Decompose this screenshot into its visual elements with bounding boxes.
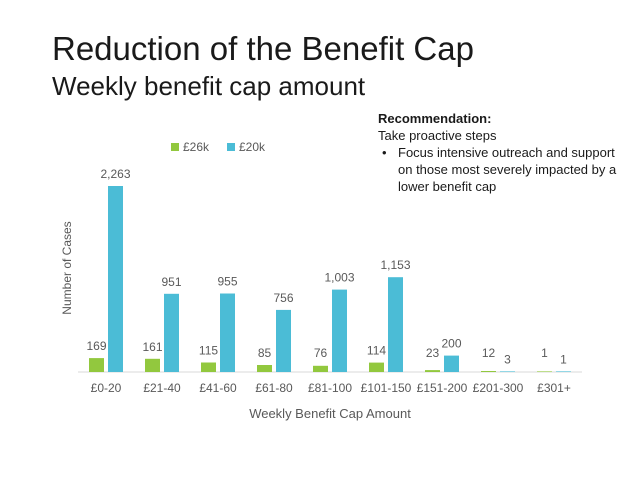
legend-label-26k: £26k	[183, 140, 210, 154]
x-tick-label-0: £0-20	[91, 381, 122, 395]
x-tick-label-6: £151-200	[417, 381, 468, 395]
bar-20k-1	[164, 293, 179, 372]
bar-20k-3	[276, 309, 291, 372]
data-label-20k-5: 1,153	[380, 258, 410, 272]
bar-20k-6	[444, 355, 459, 372]
bar-20k-2	[220, 293, 235, 372]
data-label-26k-0: 169	[86, 339, 106, 353]
x-axis-title: Weekly Benefit Cap Amount	[249, 406, 411, 421]
data-label-26k-3: 85	[258, 346, 272, 360]
data-label-20k-1: 951	[161, 275, 181, 289]
data-label-26k-4: 76	[314, 346, 328, 360]
bar-26k-5	[369, 362, 384, 372]
bar-20k-4	[332, 289, 347, 372]
bar-20k-7	[500, 371, 515, 372]
legend-swatch-26k	[171, 143, 179, 151]
bar-20k-8	[556, 371, 571, 372]
x-tick-label-5: £101-150	[361, 381, 412, 395]
data-labels-group: 169 2,263 161 951 115 955 85 756 76 1,003 114 1,153…	[86, 167, 567, 366]
bar-20k-5	[388, 277, 403, 372]
bar-26k-2	[201, 362, 216, 372]
bar-26k-1	[145, 358, 160, 372]
data-label-20k-2: 955	[217, 275, 237, 289]
x-tick-label-1: £21-40	[143, 381, 181, 395]
data-label-20k-3: 756	[273, 291, 293, 305]
x-tick-label-7: £201-300	[473, 381, 524, 395]
data-label-20k-7: 3	[504, 352, 511, 366]
slide-subtitle: Weekly benefit cap amount	[52, 71, 366, 101]
data-label-26k-7: 12	[482, 346, 496, 360]
bar-26k-0	[89, 358, 104, 372]
legend: £26k £20k	[171, 140, 266, 154]
data-label-20k-8: 1	[560, 352, 567, 366]
bar-26k-8	[537, 371, 552, 372]
bar-26k-7	[481, 371, 496, 372]
bar-26k-6	[425, 370, 440, 372]
data-label-26k-8: 1	[541, 346, 548, 360]
recommendation-box: Recommendation: Take proactive steps Foc…	[378, 110, 618, 195]
data-label-26k-1: 161	[142, 340, 162, 354]
bar-20k-0	[108, 186, 123, 372]
x-tick-label-3: £61-80	[255, 381, 293, 395]
legend-swatch-20k	[227, 143, 235, 151]
data-label-20k-6: 200	[441, 337, 461, 351]
x-tick-label-2: £41-60	[199, 381, 237, 395]
slide-title: Reduction of the Benefit Cap	[52, 30, 474, 67]
bar-26k-4	[313, 365, 328, 372]
y-axis-title: Number of Cases	[60, 221, 74, 314]
recommendation-intro: Take proactive steps	[378, 128, 497, 143]
bar-26k-3	[257, 365, 272, 372]
data-label-26k-5: 114	[367, 344, 386, 358]
x-tick-labels: £0-20 £21-40 £41-60 £61-80 £81-100 £101-150 £1…	[91, 381, 571, 395]
data-label-26k-2: 115	[199, 344, 218, 358]
recommendation-list: Focus intensive outreach and support on …	[378, 144, 618, 195]
bars-group	[89, 186, 571, 372]
recommendation-heading: Recommendation:	[378, 111, 492, 126]
data-label-20k-4: 1,003	[324, 271, 354, 285]
x-tick-label-4: £81-100	[308, 381, 352, 395]
data-label-26k-6: 23	[426, 346, 440, 360]
x-tick-label-8: £301+	[537, 381, 571, 395]
recommendation-bullet: Focus intensive outreach and support on …	[382, 144, 618, 195]
data-label-20k-0: 2,263	[100, 167, 130, 181]
legend-label-20k: £20k	[239, 140, 266, 154]
